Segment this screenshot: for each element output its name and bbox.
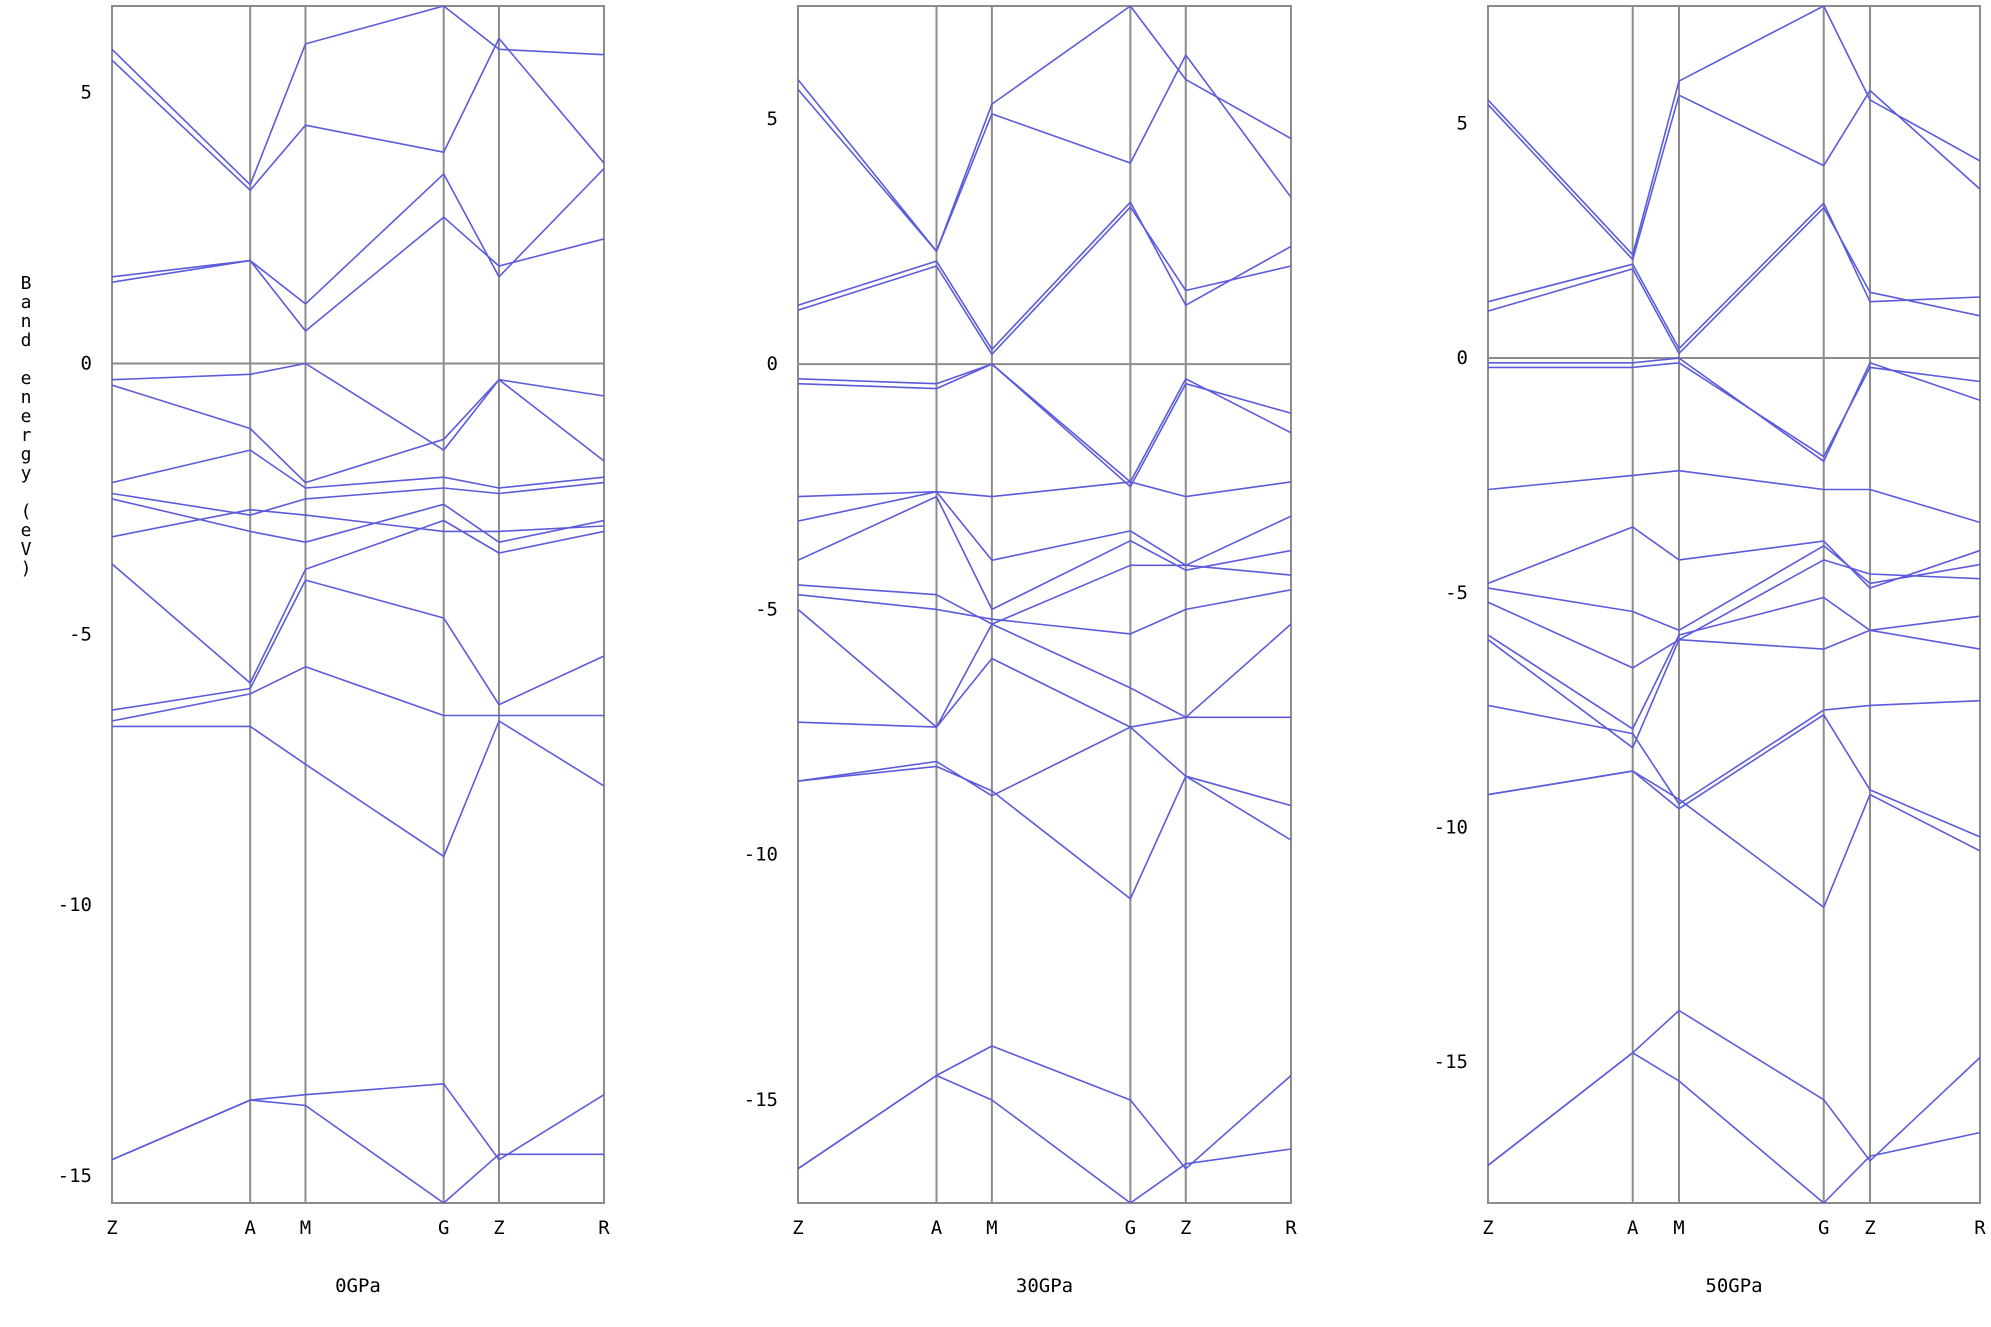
band-line-12 [1488,629,1980,749]
x-tick-label: G [1125,1217,1136,1239]
x-tick-label: R [598,1217,610,1239]
band-line-12 [112,579,604,711]
x-tick-label: M [300,1217,311,1239]
band-line-7 [798,481,1291,498]
y-axis-title: Band energy (eV) [16,273,37,577]
band-line-9 [1488,544,1980,632]
band-line-1 [798,6,1291,253]
band-line-13 [112,665,604,722]
y-tick-label: -10 [58,894,92,916]
panel-0GPa: 5 0 -5 -10 -15 Z A M G Z R 0GPa [58,5,610,1297]
band-line-9 [798,495,1291,611]
band-line-11 [1488,596,1980,730]
band-line-3 [1488,202,1980,350]
band-line-1 [112,6,604,186]
y-tick-label: -10 [744,844,778,866]
x-tick-label: M [986,1217,997,1239]
band-line-16 [798,1045,1291,1170]
x-tick-label: Z [106,1217,117,1239]
band-line-3 [798,201,1291,351]
x-tick-label: Z [1180,1217,1191,1239]
band-line-12 [798,608,1291,728]
band-line-5 [1488,357,1980,463]
band-line-13 [798,657,1291,728]
band-line-16 [1488,1009,1980,1167]
band-line-15 [112,1083,604,1161]
band-line-14 [798,726,1291,807]
band-line-10 [1488,559,1980,669]
band-line-13 [1488,699,1980,805]
band-line-17 [798,1074,1291,1203]
x-tick-label: Z [493,1217,504,1239]
band-line-4 [1488,207,1980,355]
panel-50GPa: 5 0 -5 -10 -15 Z A M G Z R 50GPa [1434,5,1986,1297]
band-line-16 [112,1099,604,1203]
y-tick-label: -15 [1434,1051,1468,1073]
panel-pressure-label: 50GPa [1705,1275,1762,1297]
y-tick-label: -5 [1445,582,1468,604]
x-tick-label: A [931,1217,943,1239]
band-line-6 [112,378,604,484]
x-tick-label: Z [792,1217,803,1239]
y-tick-label: 5 [767,108,778,130]
band-line-17 [1488,1052,1980,1203]
y-tick-label: 5 [1457,112,1468,134]
band-line-8 [798,490,1291,567]
band-line-2 [112,37,604,191]
plot-frame [111,5,605,1204]
y-tick-label: 0 [81,352,92,374]
y-tick-label: 5 [81,82,92,104]
band-line-4 [112,216,604,332]
band-line-15 [1488,770,1980,909]
bands [798,6,1291,1203]
bands [112,6,604,1203]
band-line-10 [112,508,604,538]
band-line-14 [1488,713,1980,838]
band-line-2 [798,54,1291,253]
band-line-7 [1488,469,1980,524]
x-tick-label: A [244,1217,256,1239]
y-tick-label: -5 [755,598,778,620]
plot-frame [797,5,1292,1204]
bands [1488,6,1980,1203]
band-line-7 [112,449,604,489]
x-tick-label: G [438,1217,449,1239]
y-tick-label: -15 [58,1165,92,1187]
panel-30GPa: 5 0 -5 -10 -15 Z A M G Z R 30GPa [744,5,1297,1297]
x-tick-label: Z [1864,1217,1875,1239]
plot-frame [1487,5,1981,1204]
panel-pressure-label: 0GPa [335,1275,381,1297]
band-line-3 [112,167,604,305]
y-tick-label: 0 [767,353,778,375]
band-line-6 [1488,361,1980,458]
x-tick-label: G [1818,1217,1829,1239]
x-tick-label: Z [1482,1217,1493,1239]
y-tick-label: -5 [69,623,92,645]
x-tick-label: M [1673,1217,1684,1239]
band-line-4 [798,206,1291,356]
band-line-8 [1488,526,1980,589]
band-line-11 [112,519,604,684]
y-tick-label: -10 [1434,816,1468,838]
band-line-14 [112,720,604,858]
panel-pressure-label: 30GPa [1016,1275,1073,1297]
y-tick-label: 0 [1457,347,1468,369]
band-line-11 [798,589,1291,635]
x-tick-label: R [1974,1217,1986,1239]
band-line-5 [112,362,604,451]
band-line-10 [798,564,1291,625]
band-line-5 [798,363,1291,483]
band-line-2 [1488,89,1980,261]
band-line-8 [112,481,604,516]
x-tick-label: A [1627,1217,1639,1239]
band-line-1 [1488,6,1980,256]
band-line-6 [798,363,1291,488]
band-line-15 [798,765,1291,900]
y-tick-label: -15 [744,1089,778,1111]
x-tick-label: R [1285,1217,1297,1239]
